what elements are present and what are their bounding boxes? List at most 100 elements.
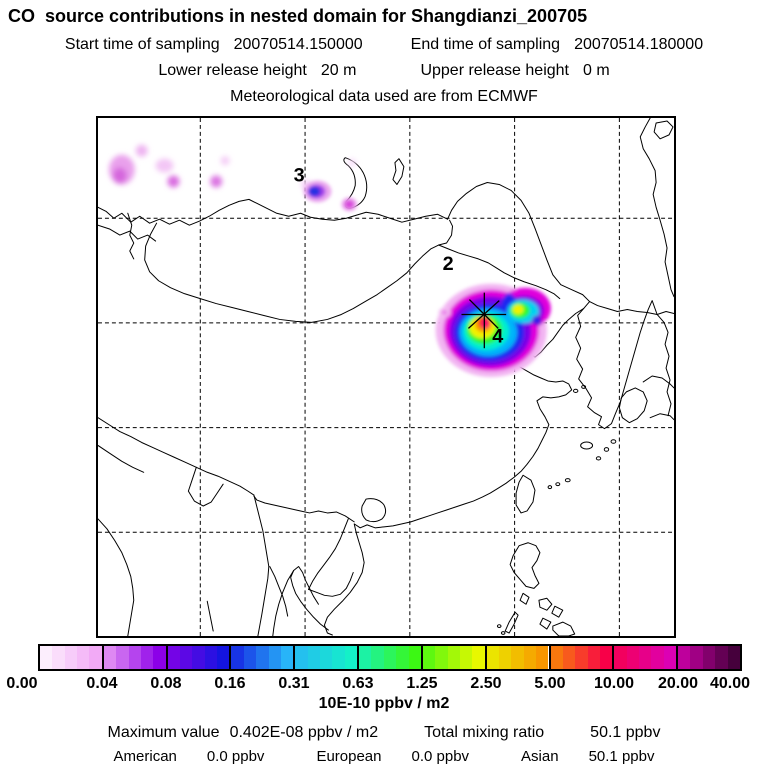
colorbar-cell — [140, 646, 154, 669]
sampling-time-line: Start time of sampling 20070514.150000 E… — [0, 36, 768, 54]
sampling-start-value: 20070514.150000 — [233, 36, 363, 53]
region-label-4: 4 — [492, 325, 503, 347]
contribution-american-value: 0.0 ppbv — [206, 748, 265, 765]
colorbar-tick-label: 0.08 — [150, 675, 182, 692]
colorbar-cell — [663, 646, 677, 669]
colorbar-tick-label: 20.00 — [657, 675, 699, 692]
colorbar-segment — [357, 646, 421, 669]
colorbar-tick-label: 0.00 — [6, 675, 38, 692]
colorbar-cell — [447, 646, 460, 669]
region-label-2: 2 — [443, 253, 454, 275]
colorbar-segment — [612, 646, 677, 669]
colorbar-cell — [204, 646, 218, 669]
main-plume — [435, 283, 551, 377]
region-label-3: 3 — [294, 165, 305, 187]
contribution-asian-value: 50.1 ppbv — [588, 748, 655, 765]
colorbar-segment — [484, 646, 549, 669]
sampling-end: End time of sampling 20070514.180000 — [411, 36, 703, 54]
colorbar-tick-label: 0.63 — [342, 675, 374, 692]
colorbar-tick-label: 1.25 — [406, 675, 438, 692]
receptor-star-marker — [461, 292, 507, 349]
colorbar-cell — [40, 646, 53, 669]
region-labels: 3 2 4 — [294, 165, 504, 348]
colorbar-cell — [243, 646, 257, 669]
colorbar-cell — [64, 646, 78, 669]
faint-plume-spots — [108, 144, 357, 190]
sampling-end-value: 20070514.180000 — [574, 36, 704, 53]
upper-release-label: Upper release height — [420, 62, 569, 79]
colorbar-units-label: 10E-10 ppbv / m2 — [318, 695, 450, 712]
colorbar-cell — [280, 646, 294, 669]
colorbar-cell — [77, 646, 90, 669]
coastlines-borders — [98, 118, 674, 636]
meteorology-source: Meteorological data used are from ECMWF — [230, 88, 538, 105]
colorbar-cell — [639, 646, 652, 669]
colorbar-cell — [511, 646, 524, 669]
colorbar-segment — [165, 646, 230, 669]
colorbar-cell — [128, 646, 141, 669]
colorbar-cell — [295, 646, 308, 669]
colorbar-cell — [550, 646, 563, 669]
colorbar-tick-labels: 0.00 0.04 0.08 0.16 0.31 0.63 1.25 2.50 5.00 10.0… — [6, 675, 750, 695]
colorbar-cell — [678, 646, 691, 669]
colorbar-cell — [575, 646, 588, 669]
colorbar-cell — [116, 646, 129, 669]
colorbar-cell — [231, 646, 244, 669]
colorbar-tick-label: 0.16 — [214, 675, 246, 692]
mixing-ratio-label: Total mixing ratio — [424, 724, 545, 741]
colorbar-cell — [89, 646, 102, 669]
colorbar-cell — [435, 646, 448, 669]
colorbar-cell — [396, 646, 409, 669]
sampling-start-label: Start time of sampling — [64, 36, 220, 53]
colorbar-segment — [293, 646, 358, 669]
colorbar-cell — [256, 646, 269, 669]
colorbar-cell — [217, 646, 230, 669]
contribution-asian-label: Asian — [521, 748, 559, 765]
colorbar-cell — [268, 646, 281, 669]
colorbar-tick-label: 40.00 — [709, 675, 751, 692]
lower-release-height: Lower release height 20 m — [158, 62, 356, 80]
sampling-start: Start time of sampling 20070514.150000 — [65, 36, 363, 54]
colorbar-segment — [548, 646, 613, 669]
colorbar-cell — [179, 646, 193, 669]
colorbar-cell — [359, 646, 372, 669]
colorbar-tick-label: 0.04 — [86, 675, 118, 692]
lower-release-value: 20 m — [320, 62, 357, 79]
colorbar-cell — [153, 646, 166, 669]
colorbar-tick-label: 2.50 — [470, 675, 502, 692]
upper-release-height: Upper release height 0 m — [420, 62, 609, 80]
colorbar-segment — [420, 646, 485, 669]
figure-title: CO source contributions in nested domain… — [8, 6, 588, 26]
colorbar-cell — [319, 646, 333, 669]
colorbar-segment — [40, 646, 102, 669]
colorbar-segment — [676, 646, 740, 669]
max-value: 0.402E-08 ppbv / m2 — [229, 724, 379, 741]
colorbar-cell — [727, 646, 740, 669]
colorbar-cell — [614, 646, 627, 669]
lower-release-label: Lower release height — [158, 62, 307, 79]
colorbar-cell — [702, 646, 716, 669]
graticule — [98, 118, 674, 636]
baikal-plume-spot — [303, 180, 358, 212]
colorbar-cell — [167, 646, 180, 669]
max-value-label: Maximum value — [107, 724, 220, 741]
colorbar-cell — [690, 646, 703, 669]
contribution-american-label: American — [113, 748, 177, 765]
colorbar-cell — [499, 646, 512, 669]
colorbar-cell — [626, 646, 640, 669]
colorbar-cell — [344, 646, 358, 669]
colorbar-cell — [486, 646, 500, 669]
colorbar — [38, 644, 742, 671]
colorbar-cell — [332, 646, 345, 669]
colorbar-tick-label: 0.31 — [278, 675, 310, 692]
contribution-european-value: 0.0 ppbv — [411, 748, 470, 765]
colorbar-cell — [651, 646, 664, 669]
contribution-european-label: European — [316, 748, 382, 765]
colorbar-tick-label: 10.00 — [593, 675, 635, 692]
max-value-line: Maximum value 0.402E-08 ppbv / m2 Total … — [0, 724, 768, 742]
release-height-line: Lower release height 20 m Upper release … — [0, 62, 768, 80]
colorbar-cell — [307, 646, 320, 669]
colorbar-cell — [103, 646, 117, 669]
colorbar-cell — [599, 646, 613, 669]
